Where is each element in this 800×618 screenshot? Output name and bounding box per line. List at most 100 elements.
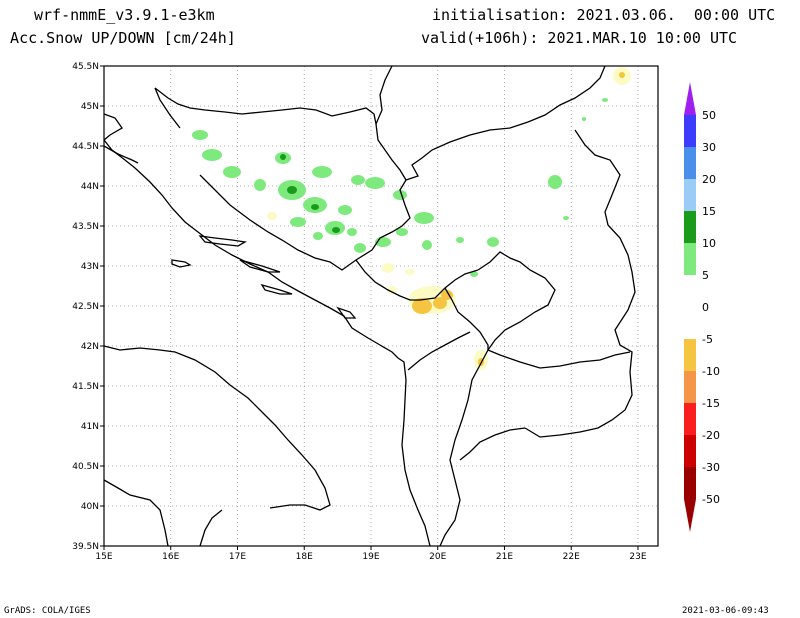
colorbar-segment xyxy=(684,243,696,275)
footer-timestamp: 2021-03-06-09:43 xyxy=(682,606,769,616)
y-tick-label: 42N xyxy=(81,342,99,352)
model-title: wrf-nmmE_v3.9.1-e3km xyxy=(34,6,215,24)
x-tick-label: 19E xyxy=(362,552,379,562)
coastline-island xyxy=(103,145,139,164)
snow-patch-heavy xyxy=(311,204,319,210)
y-tick-label: 45N xyxy=(81,102,99,112)
island xyxy=(336,306,357,319)
snow-patch xyxy=(338,205,352,215)
border-kosovo-albania xyxy=(444,287,489,350)
snow-patch xyxy=(290,217,306,227)
valid-time: valid(+106h): 2021.MAR.10 10:00 UTC xyxy=(421,29,738,47)
colorbar-label: -15 xyxy=(702,397,720,410)
colorbar-label: 5 xyxy=(702,269,709,282)
colorbar-segment xyxy=(684,371,696,403)
snow-patch xyxy=(422,240,432,250)
coastline-italy xyxy=(103,345,331,511)
y-tick-label: 40.5N xyxy=(72,462,99,472)
colorbar-label: -50 xyxy=(702,493,720,506)
x-tick-label: 17E xyxy=(229,552,246,562)
snow-patch xyxy=(456,237,464,243)
colorbar-label: -20 xyxy=(702,429,720,442)
snow-patch xyxy=(202,149,222,161)
colorbar-segment xyxy=(684,435,696,467)
y-tick-label: 39.5N xyxy=(72,542,99,552)
melt-patch-strong xyxy=(412,298,432,314)
snow-patch xyxy=(396,228,408,236)
colorbar-label: -5 xyxy=(702,333,713,346)
island xyxy=(260,283,293,295)
x-tick-label: 20E xyxy=(429,552,446,562)
snow-patch xyxy=(582,117,586,121)
melt-patch xyxy=(405,269,415,275)
border-serbia-east-bulgaria xyxy=(524,129,636,438)
colorbar-segment xyxy=(684,179,696,211)
snow-melt-areas xyxy=(267,67,631,370)
melt-patch-strong xyxy=(433,297,447,309)
colorbar-segment xyxy=(684,307,696,339)
border-kosovo xyxy=(477,251,556,351)
snow-patch xyxy=(313,232,323,240)
snow-patch-heavy xyxy=(332,227,340,233)
coastline-italy-heel xyxy=(199,509,223,547)
colorbar-segment xyxy=(684,275,696,307)
snow-patch xyxy=(347,228,357,236)
snow-patch xyxy=(312,166,332,178)
snow-patch xyxy=(548,175,562,189)
initialisation-time: initialisation: 2021.03.06. 00:00 UTC xyxy=(432,6,776,24)
snow-patch-heavy xyxy=(287,186,297,194)
y-tick-label: 45.5N xyxy=(72,62,99,72)
colorbar-label: -30 xyxy=(702,461,720,474)
x-tick-label: 15E xyxy=(95,552,112,562)
coastlines-borders xyxy=(103,65,636,547)
colorbar-segment xyxy=(684,211,696,243)
colorbar-label: 10 xyxy=(702,237,716,250)
island xyxy=(171,259,192,268)
border-croatia-hungary xyxy=(375,65,393,125)
snow-patch xyxy=(487,237,499,247)
colorbar-label: 20 xyxy=(702,173,716,186)
map-grid xyxy=(104,66,658,546)
border-albania-inner xyxy=(407,331,471,371)
border-macedonia-greece xyxy=(459,427,526,461)
colorbar-label: -10 xyxy=(702,365,720,378)
colorbar-label: 50 xyxy=(702,109,716,122)
coastline-adriatic-east xyxy=(103,139,431,547)
x-tick-label: 22E xyxy=(563,552,580,562)
footer-credit: GrADS: COLA/IGES xyxy=(4,606,91,616)
border-serbia-north xyxy=(405,65,606,181)
colorbar-segment xyxy=(684,147,696,179)
y-tick-label: 43N xyxy=(81,262,99,272)
snow-patch xyxy=(254,179,266,191)
melt-patch xyxy=(267,212,277,220)
border-montenegro xyxy=(355,259,479,301)
border-croatia-bosnia-north xyxy=(154,87,407,181)
y-tick-label: 42.5N xyxy=(72,302,99,312)
snow-patch-heavy xyxy=(280,154,286,160)
melt-patch xyxy=(382,263,394,273)
border-macedonia-north xyxy=(487,349,631,369)
colorbar-segment xyxy=(684,115,696,147)
colorbar-segment xyxy=(684,339,696,371)
y-axis: 39.5N 40N 40.5N 41N 41.5N 42N 42.5N 43N 43.5N 44N… xyxy=(72,62,104,552)
x-tick-label: 18E xyxy=(296,552,313,562)
snow-patch xyxy=(192,130,208,140)
colorbar-label: 0 xyxy=(702,301,709,314)
x-axis: 15E 16E 17E 18E 19E 20E 21E 22E 23E xyxy=(95,546,647,562)
y-tick-label: 44.5N xyxy=(72,142,99,152)
snow-patch xyxy=(351,175,365,185)
x-tick-label: 23E xyxy=(629,552,646,562)
colorbar-label: 30 xyxy=(702,141,716,154)
snow-patch xyxy=(365,177,385,189)
border-slovenia xyxy=(154,87,181,129)
border-bosnia-south xyxy=(199,174,411,271)
colorbar-segment xyxy=(684,467,696,499)
melt-patch-strong xyxy=(619,72,625,78)
colorbar-bottom-arrow xyxy=(684,499,696,532)
variable-title: n Acc.Snow UP/DOWN [cm/24h] xyxy=(0,29,236,47)
melt-patch xyxy=(387,286,397,294)
x-tick-label: 16E xyxy=(162,552,179,562)
snow-patch xyxy=(393,190,407,200)
